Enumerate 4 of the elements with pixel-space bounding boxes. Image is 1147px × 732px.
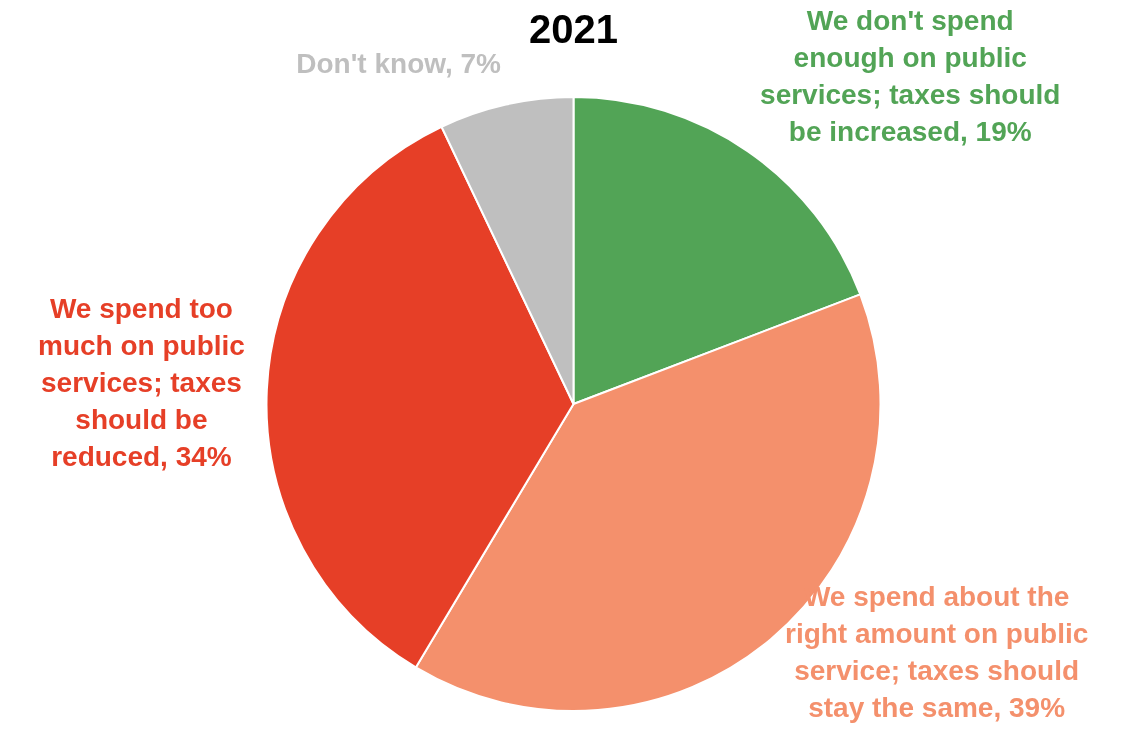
slice-label: We spend too much on public services; taxes should be reduced, 34% bbox=[37, 292, 245, 472]
slice-label: Don't know, 7% bbox=[296, 47, 502, 79]
chart-title: 2021 bbox=[529, 7, 618, 52]
slice-label: We don't spend enough on public services; taxes should be increased, 19% bbox=[760, 5, 1061, 148]
